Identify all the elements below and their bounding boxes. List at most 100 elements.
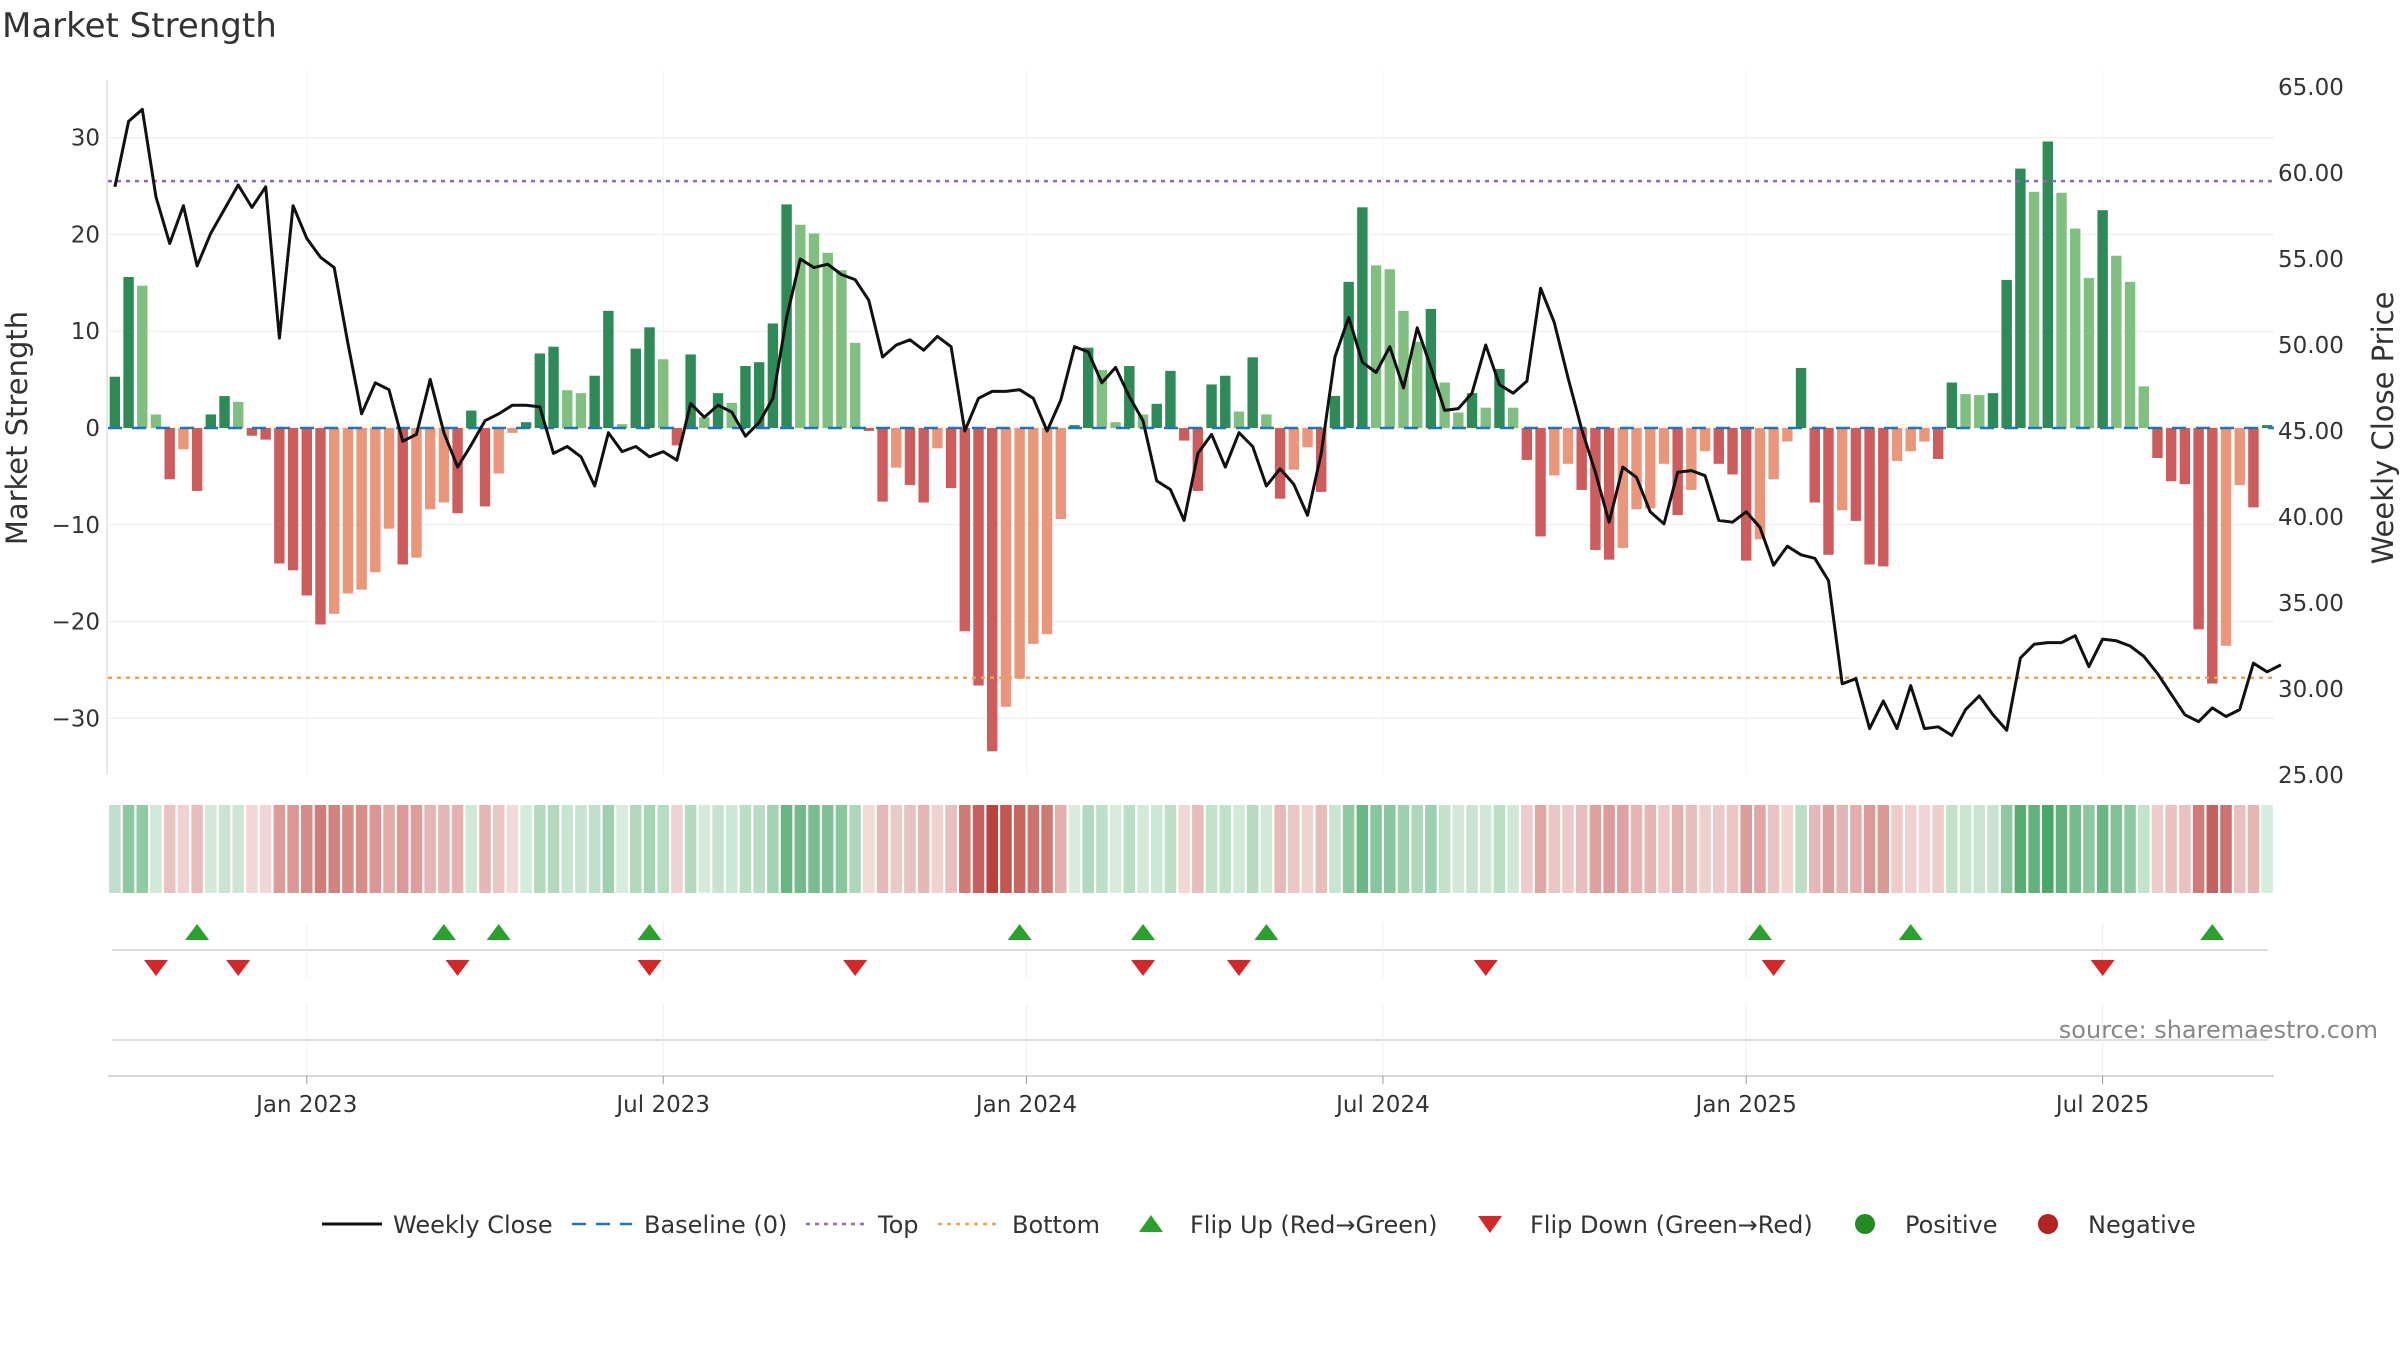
heat-cell bbox=[1754, 805, 1766, 893]
strength-bar bbox=[2138, 386, 2149, 428]
strength-bar bbox=[205, 414, 217, 428]
heat-cell bbox=[767, 805, 779, 893]
left-tick-label: 0 bbox=[85, 416, 100, 442]
flip-markers-panel bbox=[112, 922, 2268, 978]
strength-bar bbox=[849, 342, 861, 428]
flip-up-marker bbox=[2200, 924, 2225, 940]
flip-up-marker bbox=[431, 924, 456, 940]
strength-bar bbox=[959, 428, 971, 632]
strength-bar bbox=[397, 428, 408, 565]
heat-cell bbox=[479, 805, 491, 893]
heat-cell bbox=[1644, 805, 1657, 893]
heat-cell bbox=[1233, 805, 1245, 893]
strength-bar bbox=[671, 428, 683, 446]
heat-cell bbox=[1205, 805, 1218, 893]
x-tick-label: Jul 2024 bbox=[1334, 1092, 1430, 1118]
heat-cell bbox=[986, 805, 998, 893]
heat-cell bbox=[163, 805, 176, 893]
heat-cell bbox=[520, 805, 532, 893]
heat-cell bbox=[1150, 805, 1163, 893]
strength-bar bbox=[1343, 281, 1354, 428]
strength-bar bbox=[1398, 310, 1409, 428]
heat-cell bbox=[287, 805, 299, 893]
strength-bar bbox=[328, 428, 340, 614]
strength-bar bbox=[891, 428, 902, 468]
strength-bar bbox=[233, 401, 244, 428]
heat-cell bbox=[1863, 805, 1876, 893]
heat-cell bbox=[2138, 805, 2150, 893]
x-tick-label: Jan 2023 bbox=[254, 1092, 357, 1118]
grid-lines bbox=[108, 70, 2274, 775]
strength-bar bbox=[1302, 428, 1313, 448]
heat-cell bbox=[588, 805, 601, 893]
strength-bar bbox=[2207, 428, 2218, 684]
strength-bar bbox=[863, 428, 875, 431]
heat-cell bbox=[2042, 805, 2054, 893]
strength-bar bbox=[1494, 368, 1505, 428]
strength-bar bbox=[1507, 407, 1519, 428]
strength-bar bbox=[1082, 347, 1094, 428]
x-tick-label: Jan 2025 bbox=[1694, 1092, 1797, 1118]
strength-bar bbox=[836, 270, 847, 428]
strength-bar bbox=[1439, 382, 1450, 428]
strength-bar bbox=[630, 348, 642, 428]
left-tick-label: 20 bbox=[71, 222, 100, 248]
strength-bar bbox=[1576, 428, 1587, 490]
strength-bars bbox=[109, 141, 2273, 752]
heat-cell bbox=[1713, 805, 1725, 893]
legend-top-label: Top bbox=[877, 1211, 919, 1239]
heat-cell bbox=[643, 805, 656, 893]
strength-bar bbox=[1028, 428, 1039, 644]
heat-cell bbox=[1507, 805, 1519, 893]
heat-cell bbox=[2179, 805, 2191, 893]
legend-negative-label: Negative bbox=[2088, 1211, 2196, 1239]
flip-up-marker bbox=[185, 924, 210, 940]
strength-bar bbox=[164, 428, 175, 480]
right-tick-label: 40.00 bbox=[2278, 505, 2344, 531]
heat-cell bbox=[890, 805, 903, 893]
strength-bar bbox=[2165, 428, 2177, 482]
x-axis: Jan 2023 Jul 2023 Jan 2024 Jul 2024 Jan 2025… bbox=[108, 1075, 2274, 1118]
strength-bar bbox=[1041, 428, 1053, 635]
strength-bar bbox=[1658, 428, 1670, 464]
heat-cell bbox=[561, 805, 574, 893]
strength-bar bbox=[808, 233, 820, 428]
heat-cell bbox=[2096, 805, 2109, 893]
strength-bar bbox=[1521, 428, 1533, 460]
strength-bar bbox=[616, 424, 628, 428]
heat-cell bbox=[821, 805, 834, 893]
reference-lines bbox=[108, 179, 2274, 679]
heat-cell bbox=[1109, 805, 1122, 893]
strength-bar bbox=[301, 428, 312, 596]
strength-bar bbox=[424, 428, 436, 510]
heat-cell bbox=[1425, 805, 1437, 893]
flip-up-marker bbox=[1254, 924, 1279, 940]
chart-title: Market Strength bbox=[2, 6, 277, 46]
heat-cell bbox=[438, 805, 450, 893]
strength-bar bbox=[1686, 428, 1697, 490]
legend-bottom-label: Bottom bbox=[1012, 1211, 1100, 1239]
heat-cell bbox=[2014, 805, 2027, 893]
heat-cell bbox=[1411, 805, 1423, 893]
strength-bar bbox=[973, 428, 984, 686]
flip-up-marker bbox=[1007, 924, 1032, 940]
heat-cell bbox=[1534, 805, 1547, 893]
heat-cell bbox=[616, 805, 628, 893]
heat-cell bbox=[1932, 805, 1944, 893]
heat-cell bbox=[1836, 805, 1848, 893]
heat-cell bbox=[794, 805, 807, 893]
heat-cell bbox=[1342, 805, 1355, 893]
strength-bar bbox=[1206, 384, 1217, 428]
heat-cell bbox=[657, 805, 669, 893]
legend-positive-swatch bbox=[1855, 1214, 1875, 1234]
heat-cell bbox=[959, 805, 971, 893]
heat-cell bbox=[1246, 805, 1259, 893]
heat-cell bbox=[1301, 805, 1314, 893]
heat-cell bbox=[1013, 805, 1026, 893]
strength-bar bbox=[1165, 370, 1176, 428]
flip-down-marker bbox=[2090, 960, 2115, 976]
heat-cell bbox=[1452, 805, 1465, 893]
heat-cell bbox=[1946, 805, 1958, 893]
heat-cell bbox=[424, 805, 436, 893]
